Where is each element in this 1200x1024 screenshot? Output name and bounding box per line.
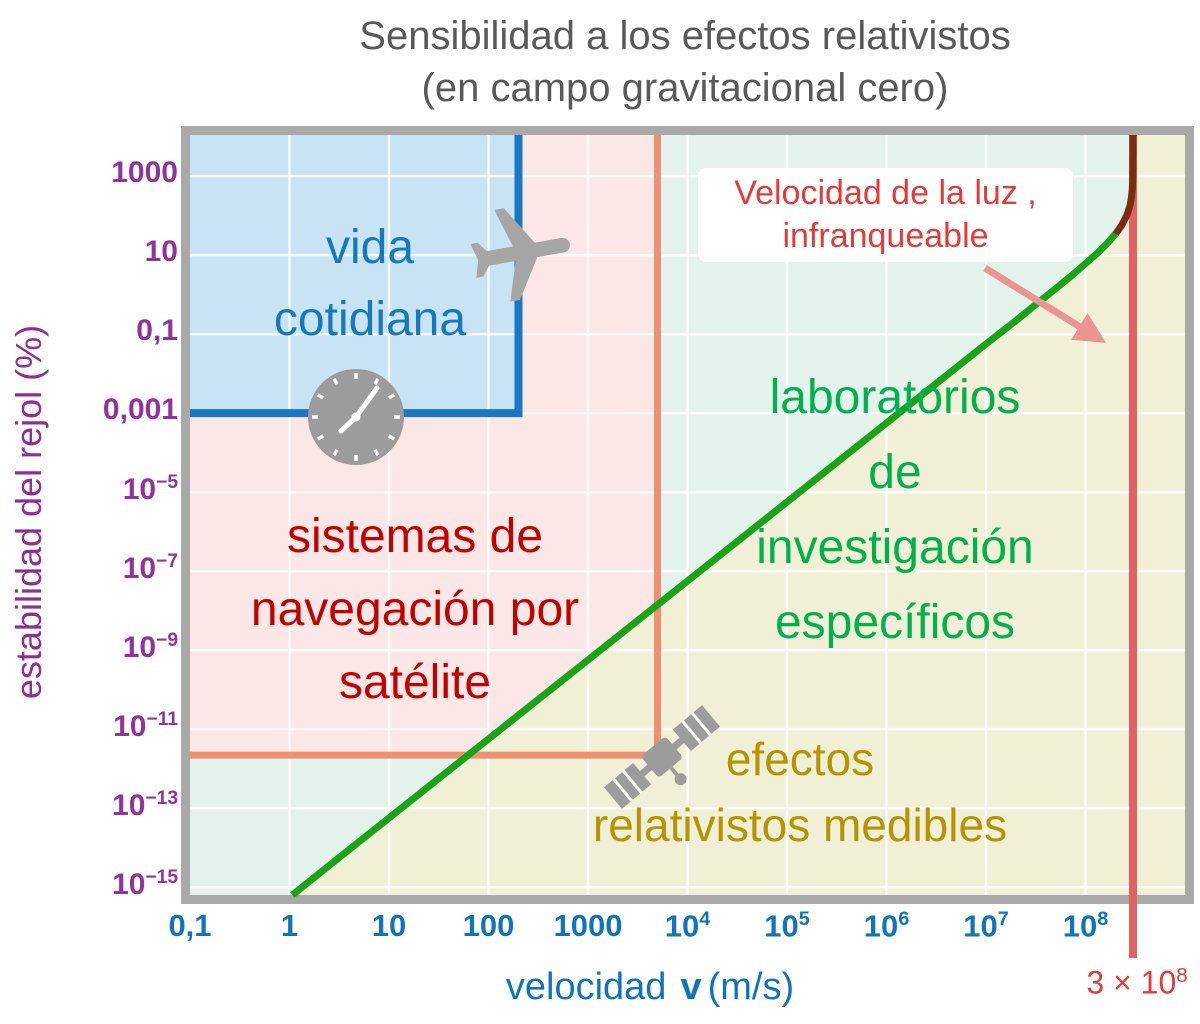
y-tick-label: 0,1 (136, 314, 178, 348)
region-label-research-labs: laboratorios de investigación específico… (695, 360, 1095, 660)
region-label-line: navegación por (250, 583, 580, 636)
region-label-line: relativistos medibles (592, 799, 1008, 851)
y-tick-label: 10−11 (113, 709, 178, 744)
x-axis-variable: v (680, 966, 702, 1008)
airplane-icon (470, 208, 570, 302)
relativistic-curve-green (290, 231, 1119, 898)
light-speed-value-base: 3 × 10 (1086, 964, 1177, 1001)
x-tick-label: 106 (863, 908, 910, 944)
y-tick-label: 10−7 (122, 551, 178, 586)
region-label-measurable-effects: efectos relativistos medibles (545, 726, 1055, 858)
y-tick-label: 0,001 (102, 393, 178, 427)
y-tick-label: 10−15 (112, 867, 178, 902)
region-label-line: laboratorios (769, 371, 1021, 424)
plot-border (181, 126, 1194, 904)
x-tick-label: 1000 (553, 908, 623, 943)
satellite-icon (603, 705, 721, 809)
annotation-line: Velocidad de la luz , (734, 174, 1037, 212)
region-measurable-effects-bg (292, 135, 1185, 895)
region-label-line: vida (325, 221, 415, 274)
region-label-line: sistemas de (286, 510, 544, 563)
region-label-everyday-life: vida cotidiana (190, 212, 550, 356)
clock-icon (308, 369, 404, 465)
region-everyday-life-bg (190, 135, 519, 414)
x-axis-title: velocidad v (m/s) (320, 966, 980, 1009)
light-speed-annotation: Velocidad de la luz , infranqueable (698, 168, 1073, 262)
annotation-line: infranqueable (782, 217, 989, 255)
x-tick-label: 1 (280, 908, 299, 943)
figure-title-line1: Sensibilidad a los efectos relativistos (359, 14, 1011, 58)
x-tick-label: 100 (462, 908, 515, 943)
relativistic-curve-brown (1112, 135, 1137, 237)
region-label-line: cotidiana (273, 293, 467, 346)
x-tick-label: 107 (963, 908, 1009, 944)
x-tick-label: 104 (664, 908, 711, 944)
y-tick-label: 10−5 (122, 472, 178, 507)
region-label-line: investigación (756, 521, 1034, 574)
x-axis-unit: (m/s) (707, 966, 795, 1008)
annotation-arrow (983, 265, 1107, 343)
x-tick-label: 108 (1062, 908, 1109, 944)
light-speed-value-label: 3 × 108 (1052, 964, 1200, 1002)
region-label-line: satélite (338, 656, 492, 709)
region-label-line: efectos (725, 733, 875, 785)
figure-title-line2: (en campo gravitacional cero) (421, 66, 949, 110)
region-label-satellite-navigation: sistemas de navegación por satélite (180, 500, 650, 719)
y-tick-label: 10−9 (122, 630, 178, 665)
x-tick-label: 105 (764, 908, 810, 944)
x-tick-label: 0,1 (168, 908, 212, 943)
y-tick-label: 1000 (111, 156, 178, 190)
y-tick-label: 10−13 (112, 788, 178, 823)
x-axis-title-text: velocidad (505, 966, 667, 1008)
y-tick-label: 10 (144, 235, 178, 269)
x-tick-label: 10 (371, 908, 407, 943)
region-label-line: específicos (774, 596, 1016, 649)
light-speed-value-exp: 8 (1176, 964, 1188, 987)
figure-title: Sensibilidad a los efectos relativistos … (190, 10, 1180, 114)
region-label-line: de (868, 446, 922, 499)
